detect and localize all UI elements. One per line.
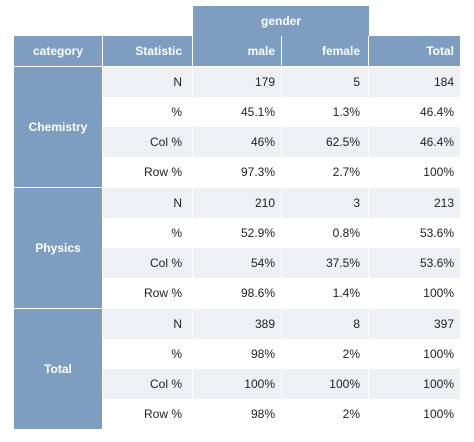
statistic-cell: N xyxy=(103,309,193,339)
total-cell: 397 xyxy=(433,317,454,331)
female-cell: 2% xyxy=(282,399,369,429)
total-cell: 46.4% xyxy=(419,135,454,149)
table-row: % 45.1% 1.3% 46.4% xyxy=(103,97,460,127)
group-rows: N 389 8 397% 98% 2% 100% Col % 100% 100% 100% Row %… xyxy=(103,309,460,429)
male-cell: 98% xyxy=(193,399,282,429)
female-column-header: female xyxy=(282,36,369,66)
statistic-cell: % xyxy=(103,218,193,248)
male-cell: 45.1% xyxy=(193,97,282,127)
female-cell: 62.5% xyxy=(282,127,369,157)
table-row: Col % 46% 62.5% 46.4% xyxy=(103,127,460,157)
crosstab-table: gender category Statistic male female To… xyxy=(14,6,460,429)
total-column-header: Total xyxy=(426,44,454,58)
male-cell: 52.9% xyxy=(193,218,282,248)
group-rows: N 210 3 213% 52.9% 0.8% 53.6% Col % 54% 37.5% 53.6… xyxy=(103,188,460,308)
female-cell: 5 xyxy=(282,67,369,97)
female-cell: 2% xyxy=(282,339,369,369)
female-cell: 3 xyxy=(282,188,369,218)
total-cell: 100% xyxy=(423,377,454,391)
male-cell: 210 xyxy=(193,188,282,218)
statistic-cell: N xyxy=(103,188,193,218)
total-cell: 53.6% xyxy=(419,256,454,270)
female-cell: 100% xyxy=(282,369,369,399)
male-cell: 46% xyxy=(193,127,282,157)
category-label: Physics xyxy=(14,188,103,308)
male-cell: 100% xyxy=(193,369,282,399)
statistic-cell: Col % xyxy=(103,248,193,278)
female-cell: 37.5% xyxy=(282,248,369,278)
male-cell: 98% xyxy=(193,339,282,369)
table-row: Row % 97.3% 2.7% 100% xyxy=(103,157,460,187)
category-group: Chemistry N 179 5 184% 45.1% 1.3% 46.4% Col % 46%… xyxy=(14,66,460,187)
table-row: % 52.9% 0.8% 53.6% xyxy=(103,218,460,248)
group-rows: N 179 5 184% 45.1% 1.3% 46.4% Col % 46% 62.5% 46.4… xyxy=(103,67,460,187)
category-group: Physics N 210 3 213% 52.9% 0.8% 53.6% Col % 54% 37… xyxy=(14,187,460,308)
table-row: Row % 98% 2% 100% xyxy=(103,399,460,429)
statistic-cell: Row % xyxy=(103,157,193,187)
total-cell: 184 xyxy=(433,75,454,89)
statistic-cell: % xyxy=(103,97,193,127)
column-header-row: category Statistic male female Total xyxy=(14,36,460,66)
header-spanner-row: gender xyxy=(14,6,460,36)
table-row: Col % 54% 37.5% 53.6% xyxy=(103,248,460,278)
statistic-cell: Col % xyxy=(103,369,193,399)
gender-spanner-header: gender xyxy=(193,6,369,36)
table-row: % 98% 2% 100% xyxy=(103,339,460,369)
statistic-cell: Row % xyxy=(103,278,193,308)
male-cell: 179 xyxy=(193,67,282,97)
category-column-header: category xyxy=(14,36,103,66)
total-cell: 100% xyxy=(423,165,454,179)
table-body: Chemistry N 179 5 184% 45.1% 1.3% 46.4% Col % 46%… xyxy=(14,66,460,429)
table-row: Col % 100% 100% 100% xyxy=(103,369,460,399)
statistic-column-header: Statistic xyxy=(103,36,193,66)
table-row: Row % 98.6% 1.4% 100% xyxy=(103,278,460,308)
total-cell: 46.4% xyxy=(419,105,454,119)
male-cell: 389 xyxy=(193,309,282,339)
female-cell: 0.8% xyxy=(282,218,369,248)
statistic-cell: Row % xyxy=(103,399,193,429)
male-cell: 98.6% xyxy=(193,278,282,308)
statistic-cell: N xyxy=(103,67,193,97)
category-label: Chemistry xyxy=(14,67,103,187)
category-group: Total N 389 8 397% 98% 2% 100% Col % 100% 100% 100%… xyxy=(14,308,460,429)
statistic-cell: Col % xyxy=(103,127,193,157)
total-cell: 100% xyxy=(423,407,454,421)
male-cell: 54% xyxy=(193,248,282,278)
statistic-cell: % xyxy=(103,339,193,369)
male-column-header: male xyxy=(193,36,282,66)
total-cell: 100% xyxy=(423,347,454,361)
female-cell: 1.4% xyxy=(282,278,369,308)
total-cell: 213 xyxy=(433,196,454,210)
total-cell: 100% xyxy=(423,286,454,300)
female-cell: 2.7% xyxy=(282,157,369,187)
table-row: N 179 5 184 xyxy=(103,67,460,97)
male-cell: 97.3% xyxy=(193,157,282,187)
female-cell: 1.3% xyxy=(282,97,369,127)
female-cell: 8 xyxy=(282,309,369,339)
total-cell: 53.6% xyxy=(419,226,454,240)
category-label: Total xyxy=(14,309,103,429)
table-row: N 389 8 397 xyxy=(103,309,460,339)
table-row: N 210 3 213 xyxy=(103,188,460,218)
